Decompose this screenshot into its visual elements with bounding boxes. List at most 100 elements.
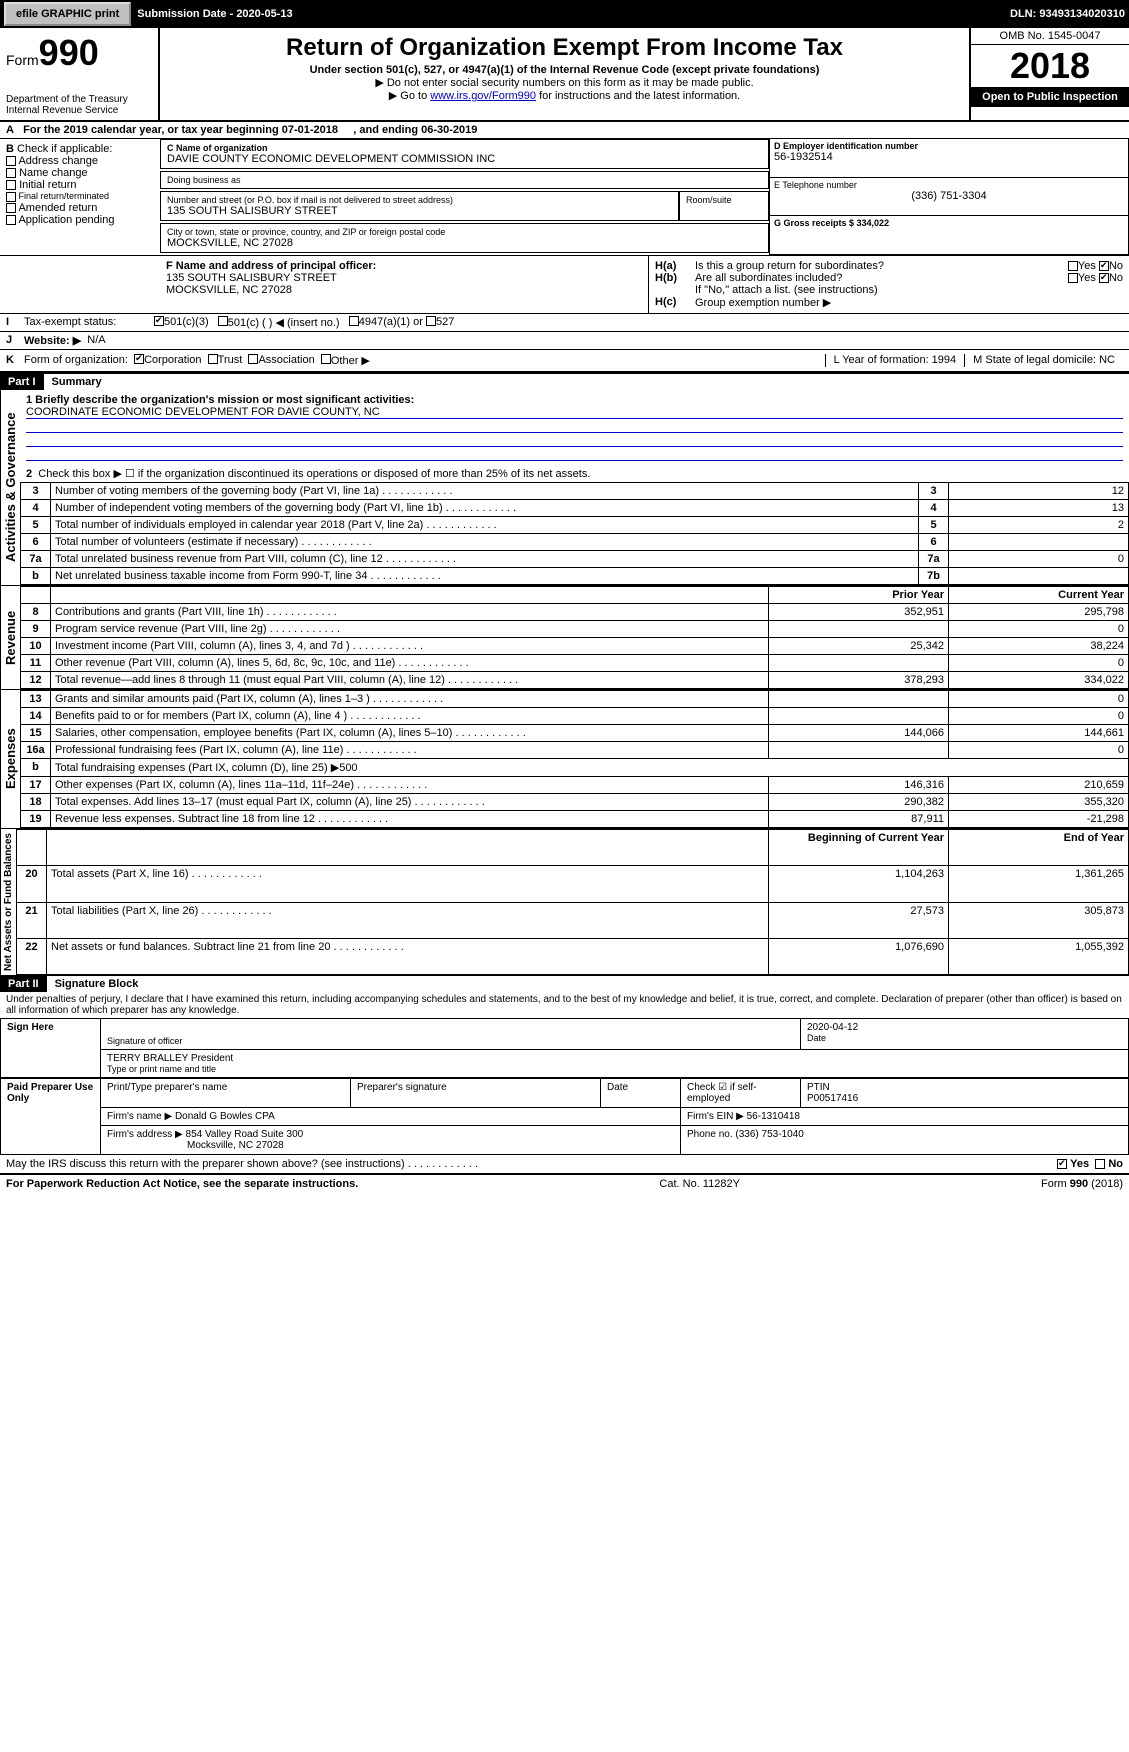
q1-label: 1 Briefly describe the organization's mi… xyxy=(26,394,1123,406)
other-check[interactable] xyxy=(321,354,331,364)
note-2: ▶ Go to www.irs.gov/Form990 for instruct… xyxy=(166,89,963,102)
corp-check[interactable] xyxy=(134,354,144,364)
sign-here-table: Sign Here Signature of officer 2020-04-1… xyxy=(0,1018,1129,1078)
prep-sig-label: Preparer's signature xyxy=(351,1079,601,1108)
form-header: Form990 Department of the Treasury Inter… xyxy=(0,28,1129,122)
form-number: 990 xyxy=(39,32,99,73)
ein: 56-1932514 xyxy=(774,151,1124,163)
section-b: B Check if applicable: Address change Na… xyxy=(0,139,1129,256)
year-formation: L Year of formation: 1994 xyxy=(825,354,965,367)
527-check[interactable] xyxy=(426,316,436,326)
side-governance: Activities & Governance xyxy=(0,390,20,585)
row-k: K Form of organization: Corporation Trus… xyxy=(0,350,1129,373)
phone: (336) 751-3304 xyxy=(774,190,1124,202)
form-prefix: Form xyxy=(6,52,39,68)
trust-check[interactable] xyxy=(208,354,218,364)
assoc-check[interactable] xyxy=(248,354,258,364)
row-a-label: A xyxy=(6,124,14,136)
side-revenue: Revenue xyxy=(0,586,20,689)
row-a: A For the 2019 calendar year, or tax yea… xyxy=(0,122,1129,139)
sig-date: 2020-04-12 xyxy=(807,1022,1122,1033)
4947-check[interactable] xyxy=(349,316,359,326)
side-expenses: Expenses xyxy=(0,690,20,828)
note-2-post: for instructions and the latest informat… xyxy=(536,90,740,102)
firm-name-label: Firm's name ▶ xyxy=(107,1111,172,1122)
c-label: C Name of organization xyxy=(167,143,762,153)
side-net: Net Assets or Fund Balances xyxy=(0,829,16,975)
dept-label: Department of the Treasury xyxy=(6,94,152,105)
firm-phone-label: Phone no. xyxy=(687,1129,733,1140)
501c-check[interactable] xyxy=(218,316,228,326)
footer-mid: Cat. No. 11282Y xyxy=(659,1178,740,1190)
efile-print-button[interactable]: efile GRAPHIC print xyxy=(4,2,131,26)
501c3-check[interactable] xyxy=(154,316,164,326)
f-label: F Name and address of principal officer: xyxy=(166,260,642,272)
q1-answer: COORDINATE ECONOMIC DEVELOPMENT FOR DAVI… xyxy=(26,406,1123,419)
form990-link[interactable]: www.irs.gov/Form990 xyxy=(430,90,536,102)
part2-header: Part II xyxy=(0,976,47,992)
firm-addr: 854 Valley Road Suite 300 xyxy=(186,1129,304,1140)
check-pending[interactable]: Application pending xyxy=(6,214,154,226)
open-to-public: Open to Public Inspection xyxy=(971,87,1129,107)
discuss-yes[interactable] xyxy=(1057,1159,1067,1169)
check-final[interactable]: Final return/terminated xyxy=(6,191,154,202)
part2-title: Signature Block xyxy=(47,978,139,990)
officer-addr: 135 SOUTH SALISBURY STREET MOCKSVILLE, N… xyxy=(166,272,642,296)
note-1: ▶ Do not enter social security numbers o… xyxy=(166,76,963,89)
discuss-no[interactable] xyxy=(1095,1159,1105,1169)
ptin-label: PTIN xyxy=(807,1082,830,1093)
row-a-begin: For the 2019 calendar year, or tax year … xyxy=(23,124,338,136)
hc-row: H(c) Group exemption number ▶ xyxy=(655,296,1123,309)
website-row: J Website: ▶ N/A xyxy=(0,332,1129,350)
prep-name-label: Print/Type preparer's name xyxy=(101,1079,351,1108)
b-label: B Check if applicable: xyxy=(6,143,154,155)
governance-table: 3Number of voting members of the governi… xyxy=(20,482,1129,585)
street-address: 135 SOUTH SALISBURY STREET xyxy=(167,205,672,217)
prep-date-label: Date xyxy=(601,1079,681,1108)
firm-addr-label: Firm's address ▶ xyxy=(107,1129,183,1140)
ha-row: H(a) Is this a group return for subordin… xyxy=(655,260,1123,272)
addr-label: Number and street (or P.O. box if mail i… xyxy=(167,195,672,205)
org-name: DAVIE COUNTY ECONOMIC DEVELOPMENT COMMIS… xyxy=(167,153,762,165)
check-address[interactable]: Address change xyxy=(6,155,154,167)
e-label: E Telephone number xyxy=(774,180,1124,190)
room-suite: Room/suite xyxy=(679,191,769,221)
revenue-table: Prior YearCurrent Year8Contributions and… xyxy=(20,586,1129,689)
ptin: P00517416 xyxy=(807,1093,858,1104)
sign-here-label: Sign Here xyxy=(1,1019,101,1078)
topbar: efile GRAPHIC print Submission Date - 20… xyxy=(0,0,1129,28)
dln: DLN: 93493134020310 xyxy=(1010,8,1125,20)
net-table: Beginning of Current YearEnd of Year20To… xyxy=(16,829,1129,975)
discuss-row: May the IRS discuss this return with the… xyxy=(0,1155,1129,1174)
type-name-label: Type or print name and title xyxy=(107,1064,1122,1074)
check-amended[interactable]: Amended return xyxy=(6,202,154,214)
page-footer: For Paperwork Reduction Act Notice, see … xyxy=(0,1174,1129,1193)
officer-name: TERRY BRALLEY President xyxy=(107,1053,1122,1064)
tax-status-row: I Tax-exempt status: 501(c)(3) 501(c) ( … xyxy=(0,314,1129,332)
h-note: If "No," attach a list. (see instruction… xyxy=(655,284,1123,296)
blank-line xyxy=(26,447,1123,461)
perjury: Under penalties of perjury, I declare th… xyxy=(0,992,1129,1018)
footer-right: Form 990 (2018) xyxy=(1041,1178,1123,1190)
dba-label: Doing business as xyxy=(160,171,769,189)
submission-date: Submission Date - 2020-05-13 xyxy=(137,8,292,20)
state-domicile: M State of legal domicile: NC xyxy=(964,354,1123,367)
hb-row: H(b) Are all subordinates included? Yes … xyxy=(655,272,1123,284)
tax-year: 2018 xyxy=(971,45,1129,87)
q2: 2 Check this box ▶ ☐ if the organization… xyxy=(20,465,1129,482)
gross-receipts: G Gross receipts $ 334,022 xyxy=(769,216,1129,255)
expenses-table: 13Grants and similar amounts paid (Part … xyxy=(20,690,1129,828)
form-title: Return of Organization Exempt From Incom… xyxy=(166,34,963,62)
firm-ein-label: Firm's EIN ▶ xyxy=(687,1111,744,1122)
paid-prep-label: Paid Preparer Use Only xyxy=(1,1079,101,1155)
irs-label: Internal Revenue Service xyxy=(6,105,152,116)
part1-title: Summary xyxy=(44,376,102,388)
blank-line xyxy=(26,433,1123,447)
check-initial[interactable]: Initial return xyxy=(6,179,154,191)
firm-phone: (336) 753-1040 xyxy=(735,1129,803,1140)
note-2-pre: ▶ Go to xyxy=(389,90,430,102)
paid-preparer-table: Paid Preparer Use Only Print/Type prepar… xyxy=(0,1078,1129,1155)
check-self[interactable]: Check ☑ if self-employed xyxy=(681,1079,801,1108)
check-name[interactable]: Name change xyxy=(6,167,154,179)
form-label: Form990 xyxy=(6,32,152,74)
